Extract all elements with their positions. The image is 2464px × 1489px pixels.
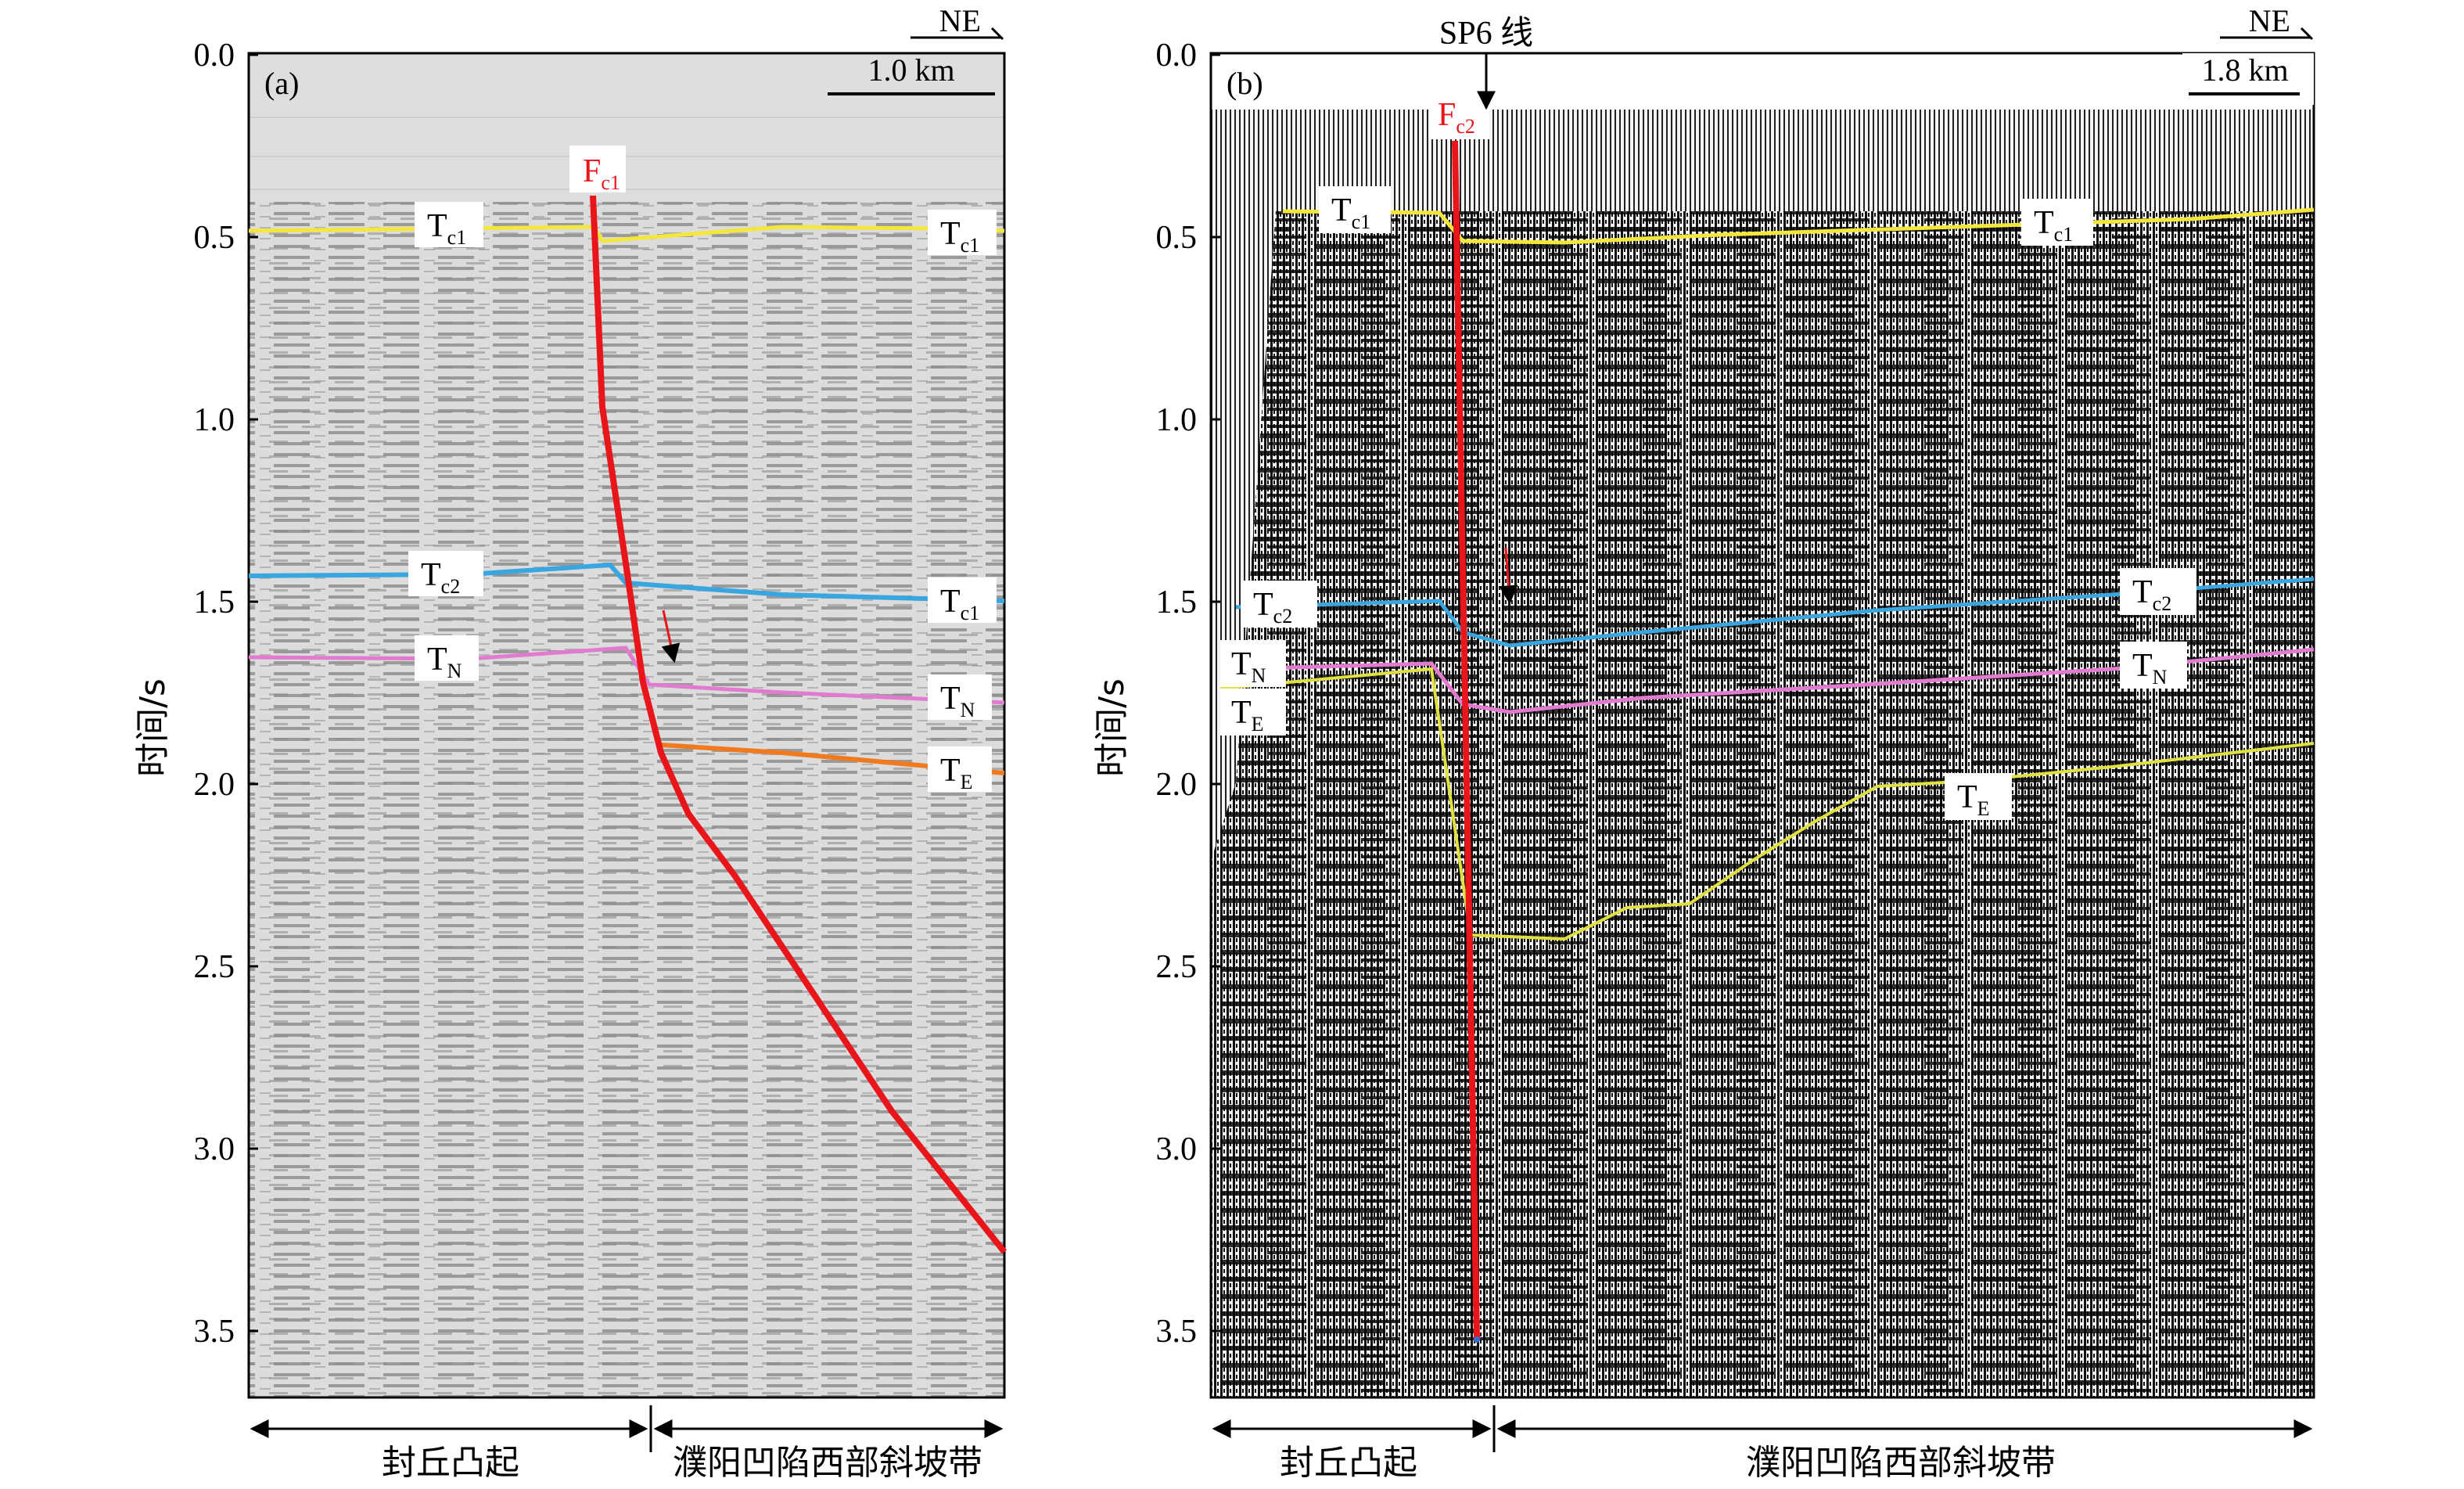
horizon-label-a-1: Tc1 xyxy=(415,202,483,249)
horizon-label-a-2: Tc1 xyxy=(928,210,997,257)
fault-fc2 xyxy=(1452,140,1480,1339)
svg-text:TE: TE xyxy=(1231,695,1264,736)
svg-text:TN: TN xyxy=(427,642,462,682)
svg-text:NE: NE xyxy=(2249,3,2290,38)
fault-label-fc2: Fc2 xyxy=(1428,91,1489,139)
ne-indicator-b: NE xyxy=(2220,3,2314,41)
panel-b: (b) 1.8 km Fc2 SP6 线 Tc1 Tc1 Tc2 Tc2 TN … xyxy=(1209,3,2315,1483)
y-axis-a-tick-label: 2.5 xyxy=(194,949,235,985)
svg-text:TN: TN xyxy=(2132,648,2168,689)
svg-text:Tc2: Tc2 xyxy=(2132,574,2171,615)
panel-a-tag: (a) xyxy=(264,66,299,101)
horizon-tc1-b xyxy=(1282,207,2315,245)
y-axis-a-tick-label: 3.5 xyxy=(194,1314,235,1350)
horizon-label-a-3: Tc2 xyxy=(408,551,483,598)
horizon-label-a-4: Tc1 xyxy=(928,577,997,624)
zone-bar-b xyxy=(1212,1405,2313,1452)
y-axis-a-tick-label: 0.0 xyxy=(194,38,235,74)
svg-text:Tc1: Tc1 xyxy=(2034,205,2073,246)
svg-text:Tc1: Tc1 xyxy=(1331,192,1370,233)
y-axis-a: 0.0 0.5 1.0 1.5 2.0 2.5 3.0 3.5 时间/s xyxy=(133,38,258,1350)
y-axis-a-label: 时间/s xyxy=(133,678,173,777)
horizon-label-a-7: TE xyxy=(928,746,992,793)
panel-a-frame xyxy=(247,52,1006,1399)
y-axis-b-tick-label: 1.5 xyxy=(1156,584,1198,620)
y-axis-a-tick-label: 2.0 xyxy=(194,767,235,803)
horizon-tn-b xyxy=(1235,647,2315,714)
horizon-label-a-5: TN xyxy=(415,635,479,682)
svg-text:Tc1: Tc1 xyxy=(940,584,979,624)
horizon-label-b-8: TE xyxy=(1945,773,2012,820)
y-axis-a-tick-label: 0.5 xyxy=(194,220,235,256)
panel-b-vlines xyxy=(1211,110,2314,211)
svg-text:TN: TN xyxy=(940,681,975,721)
y-axis-b: 0.0 0.5 1.0 1.5 2.0 2.5 3.0 3.5 时间/s xyxy=(1092,38,1220,1350)
horizon-label-b-7: TE xyxy=(1220,689,1286,736)
y-axis-b-tick-label: 2.5 xyxy=(1156,949,1198,985)
y-axis-b-label: 时间/s xyxy=(1092,678,1132,777)
horizon-label-b-1: Tc1 xyxy=(1319,186,1391,233)
y-axis-b-tick-label: 0.5 xyxy=(1156,220,1198,256)
fault-label-fc1: Fc1 xyxy=(569,146,626,194)
y-axis-a-tick-label: 3.0 xyxy=(194,1131,235,1167)
horizon-label-b-2: Tc1 xyxy=(2021,199,2093,246)
y-axis-a-tick-label: 1.5 xyxy=(194,584,235,620)
horizon-label-a-6: TN xyxy=(928,674,992,721)
y-axis-b-tick-label: 3.0 xyxy=(1156,1131,1198,1167)
y-axis-b-tick-label: 2.0 xyxy=(1156,767,1198,803)
fault-fc1 xyxy=(590,195,1008,1254)
y-axis-b-tick-label: 3.5 xyxy=(1156,1314,1198,1350)
svg-text:Tc2: Tc2 xyxy=(1253,587,1292,628)
horizon-label-b-6: TN xyxy=(2120,642,2187,689)
horizon-label-b-4: Tc2 xyxy=(2120,568,2196,615)
svg-text:TE: TE xyxy=(1957,779,1990,820)
panel-b-frame xyxy=(1209,52,2315,1399)
y-axis-b-tick-label: 0.0 xyxy=(1156,38,1198,74)
y-axis-a-tick-label: 1.0 xyxy=(194,402,235,438)
zone-a-left: 封丘凸起 xyxy=(382,1443,519,1483)
svg-text:TE: TE xyxy=(940,753,973,793)
panel-a: (a) 1.0 km Fc1 Tc1 Tc1 Tc2 Tc1 TN TN TE … xyxy=(247,3,1008,1483)
ne-indicator-a: NE xyxy=(911,3,1004,41)
svg-text:Tc1: Tc1 xyxy=(940,216,979,257)
panel-b-top-blank xyxy=(1211,53,2314,110)
svg-text:Fc1: Fc1 xyxy=(583,153,620,194)
svg-text:Fc2: Fc2 xyxy=(1438,97,1475,138)
svg-text:NE: NE xyxy=(939,3,981,38)
zone-b-right: 濮阳凹陷西部斜坡带 xyxy=(1746,1443,2056,1483)
horizon-label-b-5: TN xyxy=(1220,640,1286,687)
zone-b-left: 封丘凸起 xyxy=(1280,1443,1417,1483)
y-axis-b-tick-label: 1.0 xyxy=(1156,402,1198,438)
panel-a-scale-text: 1.0 km xyxy=(867,52,954,88)
panel-b-scale-text: 1.8 km xyxy=(2201,52,2288,88)
svg-text:Tc2: Tc2 xyxy=(421,557,460,598)
slip-arrow-a xyxy=(661,610,681,664)
svg-text:Tc1: Tc1 xyxy=(427,208,466,249)
panel-b-tag: (b) xyxy=(1227,66,1263,101)
sp6-line-label: SP6 线 xyxy=(1439,16,1533,52)
horizon-tc2-b xyxy=(1235,577,2315,648)
slip-arrow-b xyxy=(1499,547,1518,605)
svg-text:TN: TN xyxy=(1231,646,1266,687)
zone-a-right: 濮阳凹陷西部斜坡带 xyxy=(673,1443,982,1483)
panel-a-top-blank xyxy=(249,53,1004,202)
zone-bar-a xyxy=(250,1405,1004,1452)
horizon-label-b-3: Tc2 xyxy=(1241,581,1317,628)
